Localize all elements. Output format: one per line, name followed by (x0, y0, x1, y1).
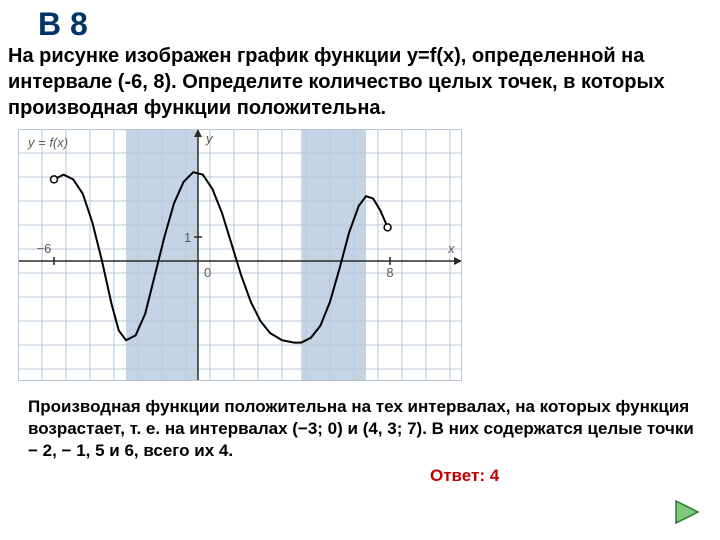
function-graph: yxy = f(x)10−68 (18, 129, 462, 381)
svg-text:0: 0 (204, 265, 211, 280)
svg-text:y = f(x): y = f(x) (27, 135, 68, 150)
slide-title: В 8 (0, 0, 720, 43)
answer-text: Ответ: 4 (0, 466, 720, 486)
next-arrow-icon (674, 499, 706, 525)
svg-text:8: 8 (386, 265, 393, 280)
problem-text: На рисунке изображен график функции y=f(… (0, 43, 720, 129)
svg-text:x: x (447, 241, 455, 256)
solution-text: Производная функции положительна на тех … (0, 386, 720, 466)
svg-text:1: 1 (184, 230, 191, 245)
chart-container: yxy = f(x)10−68 (0, 129, 720, 386)
next-button[interactable] (674, 499, 706, 530)
svg-text:−6: −6 (37, 241, 52, 256)
